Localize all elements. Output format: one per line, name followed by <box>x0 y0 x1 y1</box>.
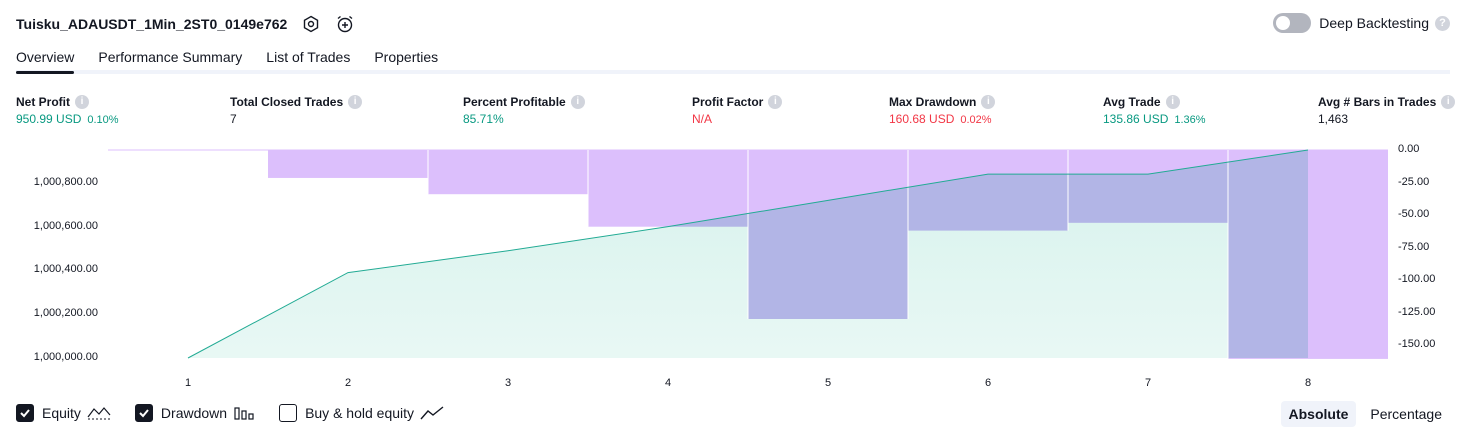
tab-bar: Overview Performance Summary List of Tra… <box>16 46 1450 74</box>
metric-label: Percent Profitable <box>463 94 566 109</box>
y-tick-label: 0.00 <box>1398 143 1420 155</box>
drawdown-bar <box>268 150 428 178</box>
deep-backtesting: Deep Backtesting ? <box>1273 13 1450 33</box>
drawdown-overlap <box>1228 150 1308 358</box>
legend-equity[interactable]: Equity <box>16 404 111 422</box>
y-tick-label: -75.00 <box>1398 240 1430 253</box>
equity-line <box>187 149 1309 359</box>
metric-percent-profitable: Percent Profitable i 85.71% <box>463 93 585 128</box>
y-tick-label: -50.00 <box>1398 208 1430 220</box>
metric-net-profit: Net Profit i 950.99 USD 0.10% <box>16 93 119 128</box>
drawdown-checkbox[interactable] <box>134 404 153 422</box>
metric-value: N/A <box>692 112 713 126</box>
x-tick-label: 5 <box>824 377 832 389</box>
settings-icon[interactable] <box>301 14 321 34</box>
metric-label: Profit Factor <box>692 94 764 109</box>
info-icon[interactable]: i <box>1165 94 1180 109</box>
help-icon[interactable]: ? <box>1435 15 1450 31</box>
equity-drawdown-chart[interactable] <box>0 0 1466 400</box>
y-tick-label: 1,000,400.00 <box>33 263 98 276</box>
legend-label: Buy & hold equity <box>305 405 415 421</box>
metric-label: Avg Trade <box>1103 94 1161 109</box>
buy-hold-checkbox[interactable] <box>279 404 298 422</box>
percentage-button[interactable]: Percentage <box>1370 406 1442 422</box>
metric-value: 7 <box>230 112 237 126</box>
metric-percent: 0.10% <box>87 114 119 126</box>
metric-value: 160.68 USD <box>889 112 955 126</box>
drawdown-bar <box>428 150 588 195</box>
tab-properties[interactable]: Properties <box>374 49 439 65</box>
x-tick-label: 8 <box>1304 377 1312 389</box>
y-tick-label: -100.00 <box>1398 273 1436 285</box>
x-tick-label: 2 <box>344 377 352 389</box>
metric-label: Net Profit <box>16 94 70 109</box>
y-tick-label: -25.00 <box>1398 175 1430 188</box>
strategy-title: Tuisku_ADAUSDT_1Min_2ST0_0149e762 <box>16 16 288 32</box>
absolute-button[interactable]: Absolute <box>1280 401 1357 427</box>
y-tick-label: -150.00 <box>1398 338 1436 350</box>
equity-line-icon <box>87 405 111 421</box>
info-icon[interactable]: i <box>1441 94 1456 109</box>
metric-avg-trade: Avg Trade i 135.86 USD 1.36% <box>1103 93 1206 128</box>
tab-list-of-trades[interactable]: List of Trades <box>266 49 351 65</box>
info-icon[interactable]: i <box>348 94 363 109</box>
metric-label: Avg # Bars in Trades <box>1318 94 1437 109</box>
alarm-add-icon[interactable] <box>335 14 355 34</box>
metric-percent: 0.02% <box>960 114 992 126</box>
legend-buy-hold[interactable]: Buy & hold equity <box>279 404 444 422</box>
deep-backtesting-label: Deep Backtesting <box>1319 15 1429 31</box>
info-icon[interactable]: i <box>981 94 996 109</box>
tab-performance-summary[interactable]: Performance Summary <box>98 49 243 65</box>
y-tick-label: 1,000,600.00 <box>33 219 98 232</box>
metric-profit-factor: Profit Factor i N/A <box>692 93 783 128</box>
toggle-knob <box>1276 16 1291 30</box>
info-icon[interactable]: i <box>75 94 89 109</box>
strategy-header: Tuisku_ADAUSDT_1Min_2ST0_0149e762 <box>16 12 355 36</box>
metric-percent: 1.36% <box>1174 114 1206 126</box>
y-tick-label: 1,000,000.00 <box>33 351 98 363</box>
metric-value: 135.86 USD <box>1103 112 1169 126</box>
drawdown-bar <box>588 150 748 227</box>
metric-value: 950.99 USD <box>16 112 82 126</box>
metric-max-drawdown: Max Drawdown i 160.68 USD 0.02% <box>889 93 996 128</box>
legend-drawdown[interactable]: Drawdown <box>134 404 255 422</box>
buy-hold-line-icon <box>420 405 444 421</box>
info-icon[interactable]: i <box>768 94 783 109</box>
info-icon[interactable]: i <box>570 94 585 109</box>
x-tick-label: 4 <box>664 377 672 389</box>
chart-legend: Equity Drawdown Buy & hold equity <box>16 404 468 422</box>
y-tick-label: 1,000,800.00 <box>33 175 98 188</box>
legend-label: Equity <box>42 405 81 421</box>
metric-avg-bars-in-trades: Avg # Bars in Trades i 1,463 <box>1318 93 1456 128</box>
drawdown-bars-icon <box>233 405 255 421</box>
equity-checkbox[interactable] <box>16 404 34 422</box>
metric-value: 85.71% <box>463 112 504 126</box>
metric-value: 1,463 <box>1318 112 1349 126</box>
x-tick-label: 7 <box>1144 377 1152 389</box>
tab-overview[interactable]: Overview <box>16 46 75 74</box>
y-tick-label: -125.00 <box>1398 305 1436 318</box>
x-tick-label: 3 <box>504 377 512 389</box>
legend-label: Drawdown <box>160 405 228 421</box>
metric-label: Max Drawdown <box>889 94 977 109</box>
deep-backtesting-toggle[interactable] <box>1273 13 1312 33</box>
x-tick-label: 1 <box>184 377 192 389</box>
mode-switch: Absolute Percentage <box>1275 401 1451 427</box>
y-tick-label: 1,000,200.00 <box>33 307 98 320</box>
x-tick-label: 6 <box>984 377 992 389</box>
metric-total-closed-trades: Total Closed Trades i 7 <box>230 93 363 128</box>
metric-label: Total Closed Trades <box>230 94 344 109</box>
